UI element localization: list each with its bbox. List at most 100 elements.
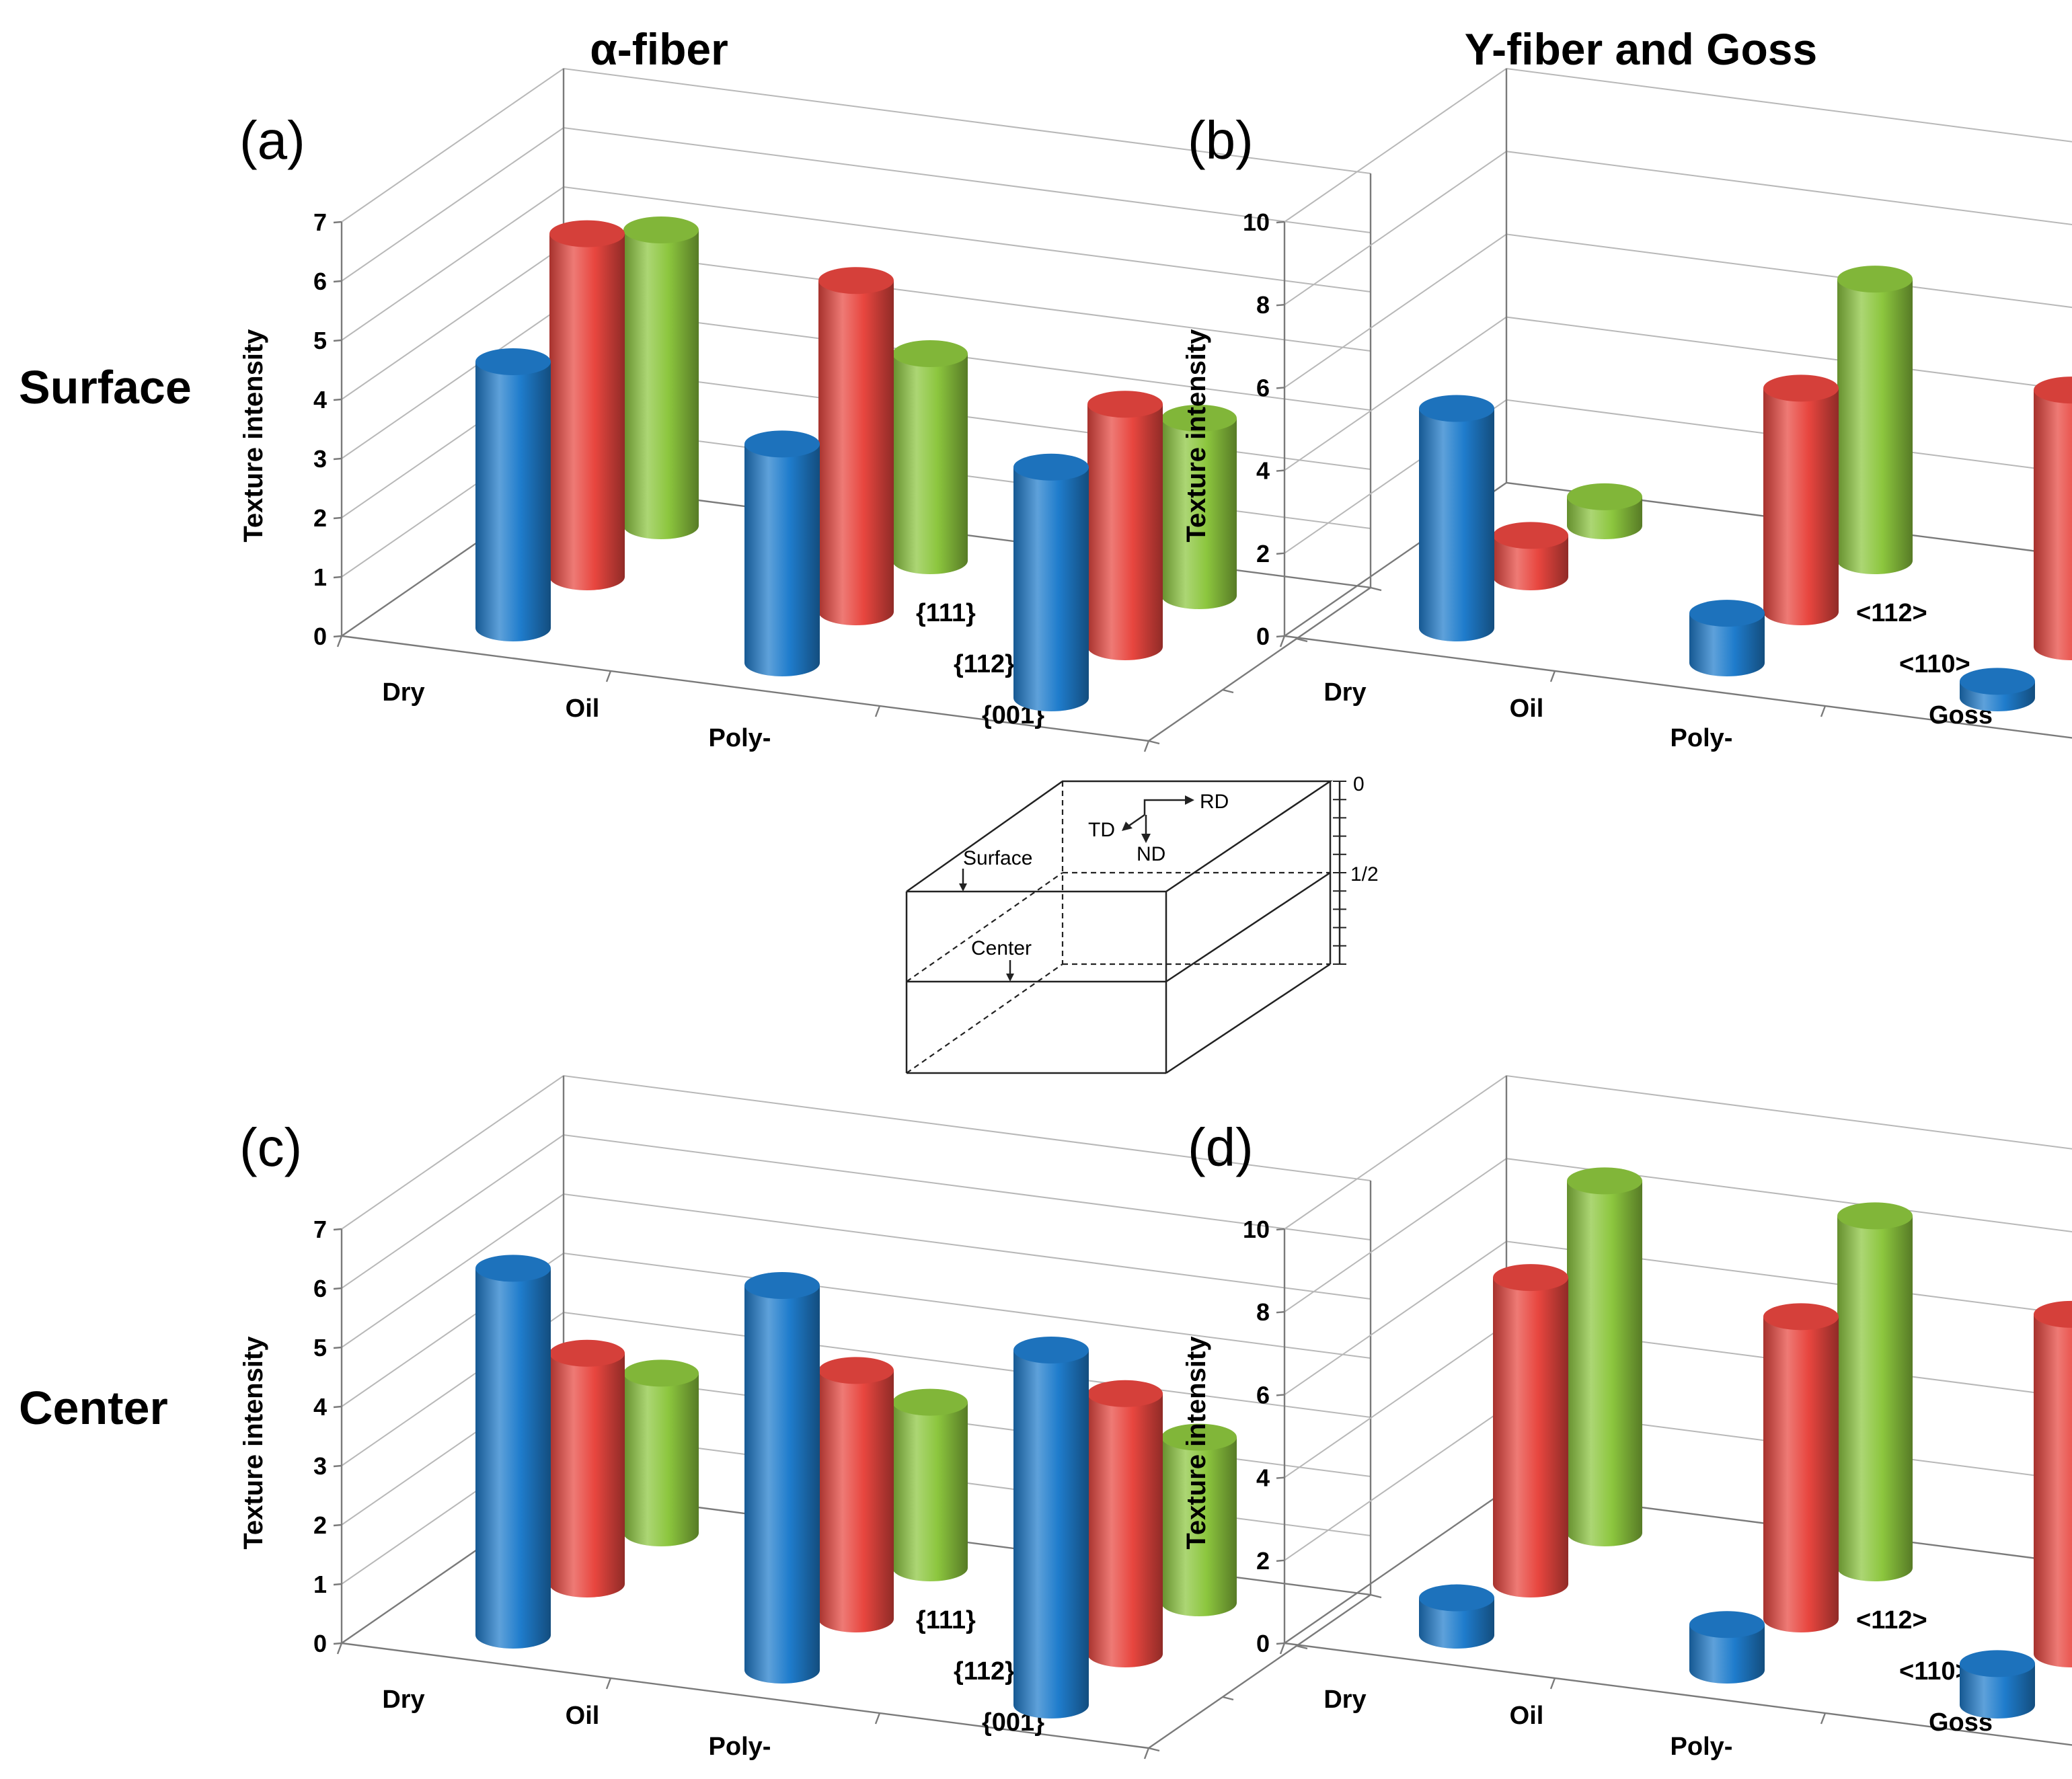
y-tick-b-3: 6	[1256, 374, 1270, 401]
y-tick-d-1: 2	[1256, 1547, 1270, 1575]
category-label-a-1: Oil	[566, 695, 600, 723]
gridline-b-4	[1284, 151, 2072, 306]
z-tickmark-a-2	[1296, 637, 1308, 643]
y-tickmark-a-7	[333, 221, 342, 224]
series-label-d-1: <110>	[1899, 1657, 1970, 1686]
bar-body-d-blue-1	[1689, 1624, 1765, 1684]
y-tickmark-a-5	[333, 339, 342, 342]
bar-a-green-0	[623, 216, 699, 539]
series-label-a-1: {112}	[954, 650, 1015, 678]
bar-top-a-blue-1	[744, 430, 820, 458]
x-tickmark-a-3	[1143, 740, 1150, 752]
bar-c-blue-2	[1013, 1337, 1089, 1718]
bar-top-d-blue-2	[1960, 1650, 2035, 1677]
y-tickmark-a-1	[333, 576, 342, 579]
bar-d-red-1	[1763, 1303, 1839, 1632]
bar-body-a-green-0	[623, 230, 699, 539]
specimen-diagram: 0 1/2 RD TD ND Surface Center	[905, 773, 1379, 1074]
y-tickmark-d-1	[1276, 1559, 1285, 1562]
bar-a-red-2	[1087, 391, 1163, 660]
category-label-d-0: Dry	[1323, 1686, 1366, 1714]
y-tick-a-1: 1	[313, 563, 327, 591]
y-tick-d-3: 6	[1256, 1381, 1270, 1409]
bar-c-green-0	[623, 1359, 699, 1546]
bar-top-c-green-2	[1161, 1423, 1237, 1451]
bar-body-c-blue-2	[1013, 1350, 1089, 1718]
bar-d-green-0	[1567, 1167, 1642, 1546]
x-tickmark-a-2	[874, 705, 881, 717]
bar-body-a-green-1	[892, 354, 968, 574]
bar-top-a-blue-0	[475, 348, 551, 375]
x-tickmark-c-3	[1143, 1747, 1150, 1760]
diagram-nd-arrowhead	[1141, 834, 1151, 843]
floor-right-a	[1148, 587, 1371, 742]
charts: (a) 0 1 2 3 4 5 6 7 Texture intensity Dry Oil Poly- {…	[239, 67, 2072, 1761]
category-label-b-0: Dry	[1323, 678, 1366, 707]
bar-top-d-blue-0	[1419, 1584, 1494, 1612]
bar-body-a-green-2	[1161, 418, 1237, 609]
diagram-center-pointer-head	[1006, 974, 1014, 982]
bar-a-red-1	[818, 267, 894, 625]
category-label-b-1: Oil	[1510, 695, 1544, 723]
diagram-td-arrow	[1126, 814, 1145, 828]
gridline-b-2	[1284, 316, 2072, 471]
gridline-b-1	[1284, 399, 2072, 554]
y-tickmark-b-0	[1276, 635, 1285, 638]
bar-body-d-red-0	[1493, 1277, 1568, 1597]
y-tick-c-7: 7	[313, 1216, 327, 1243]
bar-a-blue-0	[475, 348, 551, 641]
bar-top-a-green-0	[623, 216, 699, 243]
y-tick-c-4: 4	[313, 1393, 327, 1421]
floor-front-d	[1284, 1642, 2072, 1746]
diagram-box-top-edges	[906, 780, 1334, 893]
bar-d-blue-0	[1419, 1584, 1494, 1649]
x-tickmark-c-0	[336, 1643, 343, 1655]
bar-top-d-red-2	[2034, 1300, 2072, 1328]
diagram-td-label: TD	[1088, 819, 1115, 841]
bar-body-b-green-1	[1837, 279, 1913, 574]
bar-body-b-blue-1	[1689, 613, 1765, 676]
bar-body-d-green-0	[1567, 1181, 1642, 1546]
z-tickmark-a-0	[1148, 740, 1160, 745]
bar-a-green-2	[1161, 405, 1237, 609]
bar-top-c-green-1	[892, 1388, 968, 1416]
gridline-d-0	[1284, 1489, 2072, 1644]
y-tick-a-2: 2	[313, 504, 327, 532]
y-axis-title-b: Texture intensity	[1182, 329, 1211, 543]
diagram-rd-arrow	[1143, 799, 1188, 815]
bar-body-a-blue-1	[744, 444, 820, 676]
diagram-scale-0: 0	[1353, 773, 1365, 795]
bar-body-b-blue-0	[1419, 408, 1494, 641]
bar-body-d-red-2	[2034, 1314, 2072, 1667]
diagram-nd-label: ND	[1137, 843, 1165, 865]
series-label-c-2: {111}	[916, 1606, 976, 1634]
bar-d-green-1	[1837, 1202, 1913, 1581]
bar-a-green-1	[892, 340, 968, 574]
y-tickmark-c-5	[333, 1346, 342, 1349]
bar-top-d-green-1	[1837, 1202, 1913, 1230]
bar-top-a-red-2	[1087, 391, 1163, 418]
bar-body-b-red-1	[1763, 388, 1839, 625]
y-tick-d-2: 4	[1256, 1464, 1270, 1492]
bar-b-blue-1	[1689, 600, 1765, 676]
bar-b-green-0	[1567, 483, 1642, 539]
row-label-center: Center	[19, 1382, 168, 1434]
bar-top-b-green-1	[1837, 266, 1913, 293]
gridline-d-3	[1284, 1240, 2072, 1396]
diagram-center-plane-right	[1165, 871, 1331, 983]
bar-a-blue-2	[1013, 453, 1089, 711]
floor-front-a	[341, 635, 1149, 742]
x-tickmark-b-0	[1279, 635, 1286, 647]
diagram-rd-arrowhead	[1185, 795, 1194, 805]
bar-body-b-red-0	[1493, 535, 1568, 590]
y-tickmark-c-1	[333, 1583, 342, 1586]
bar-top-a-green-1	[892, 340, 968, 367]
bar-body-a-blue-2	[1013, 467, 1089, 711]
floor-right-c	[1148, 1594, 1371, 1749]
x-tickmark-b-1	[1549, 670, 1556, 682]
panel-label-a: (a)	[239, 110, 305, 170]
series-label-d-2: <112>	[1856, 1606, 1927, 1634]
floor-front-c	[341, 1642, 1149, 1749]
bar-body-d-blue-0	[1419, 1597, 1494, 1649]
category-label-c-0: Dry	[382, 1686, 424, 1714]
